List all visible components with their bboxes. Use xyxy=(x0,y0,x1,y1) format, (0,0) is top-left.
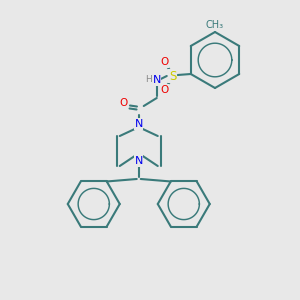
Text: O: O xyxy=(160,85,169,95)
Text: O: O xyxy=(160,57,169,67)
Text: N: N xyxy=(135,119,143,129)
Text: N: N xyxy=(153,75,161,85)
Text: O: O xyxy=(120,98,128,108)
Text: CH₃: CH₃ xyxy=(206,20,224,30)
Text: H: H xyxy=(146,74,152,83)
Text: N: N xyxy=(135,156,143,166)
Text: S: S xyxy=(169,70,176,83)
